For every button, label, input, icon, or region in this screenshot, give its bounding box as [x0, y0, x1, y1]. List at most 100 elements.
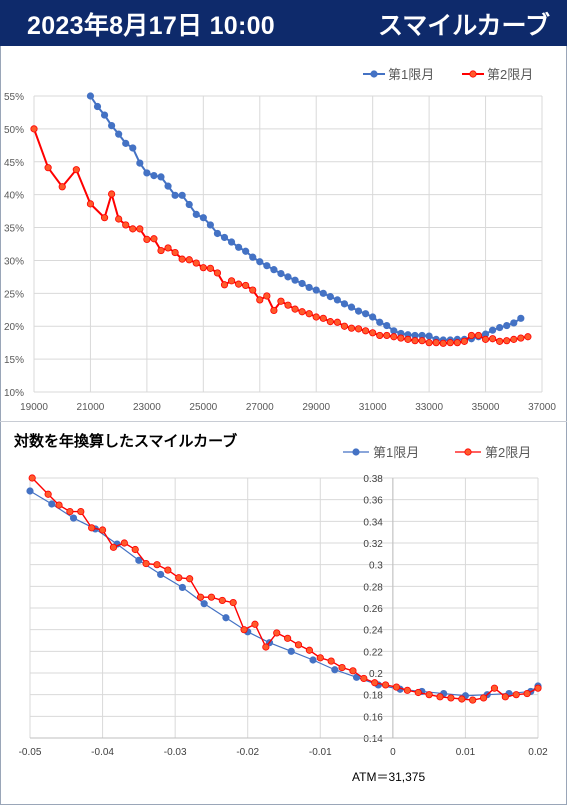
series-1-point [213, 229, 222, 238]
series-2-point [192, 259, 200, 267]
series-2-point [109, 543, 118, 551]
series-2-point [218, 596, 226, 605]
series-2-point [207, 593, 216, 601]
y-tick-label: 55% [4, 92, 24, 103]
series-2-point [418, 337, 426, 345]
log-chart-title: 対数を年換算したスマイルカーブ [14, 433, 238, 450]
series-2-point [534, 684, 542, 692]
series-1-point [503, 321, 511, 330]
series-1-point [69, 514, 78, 522]
series-2-point [481, 335, 490, 343]
series-1-point [298, 279, 306, 288]
series-2-point [414, 688, 422, 697]
series-2-point [175, 574, 183, 582]
series-2-point [131, 545, 139, 554]
y-tick-label: 0.3 [369, 561, 383, 572]
series-1-point [178, 583, 186, 592]
series-2-point [467, 331, 476, 340]
series-1-point [93, 102, 102, 111]
series-2-point [115, 215, 123, 223]
series-2-point [98, 526, 107, 534]
series-1-point [206, 221, 214, 229]
series-2-point [381, 681, 390, 689]
series-1-point [489, 326, 497, 334]
series-2-point [458, 695, 466, 703]
series-2-point [360, 674, 368, 683]
series-2-point [100, 214, 109, 222]
smile-curve-chart: 10% 15% 20% 25% 30% 35% 40% 45% 50% 55% 19000 21000… [4, 67, 556, 413]
series-1-point [291, 276, 299, 284]
series-line-2 [33, 128, 529, 345]
x-tick-label: 25000 [189, 402, 217, 413]
series-2-point [153, 561, 161, 569]
legend-label-2: 第2限月 [487, 67, 533, 82]
series-2-point [354, 325, 363, 333]
series-2-point [460, 337, 468, 345]
series-1-point [309, 656, 317, 664]
series-1-point [129, 144, 137, 152]
series-2-point [44, 164, 52, 172]
atm-annotation: ATM＝31,375 [352, 770, 426, 784]
series-2-point [164, 566, 172, 574]
series-1-point [100, 111, 109, 119]
series-1-point [178, 191, 186, 199]
log-smile-curve-chart: 0.14 0.16 0.18 0.2 0.22 0.24 0.26 0.28 0.3 0.32 0.… [19, 445, 549, 758]
series-2-point [66, 507, 74, 516]
series-2-point [185, 256, 193, 264]
y-tick-label: 0.2 [369, 669, 383, 680]
x-tick-label: -0.03 [164, 747, 187, 758]
series-2-point [122, 221, 130, 229]
y-tick-label: 0.22 [363, 647, 383, 658]
y-tick-label: 40% [4, 191, 24, 202]
series-2-point [425, 339, 433, 347]
series-1-point [249, 253, 257, 261]
section-divider [0, 421, 567, 422]
series-2-point [206, 264, 214, 272]
series-2-point [129, 225, 137, 233]
series-1-point [287, 647, 295, 655]
series-2-point [273, 629, 281, 637]
series-2-point [326, 318, 334, 326]
series-1-point [171, 191, 179, 199]
series-1-point [122, 139, 130, 147]
header-date: 2023年8月17日 10:00 [27, 12, 276, 40]
series-1-point [157, 173, 165, 181]
series-2-point [242, 281, 250, 290]
x-tick-label: -0.02 [236, 747, 259, 758]
series-1-point [369, 313, 377, 321]
series-2-point [390, 333, 398, 341]
series-2-point [263, 292, 271, 300]
series-1-point [263, 262, 271, 270]
series-2-point [235, 280, 243, 288]
series-2-point [439, 339, 447, 347]
series-1-point [284, 273, 292, 281]
series-2-point [340, 322, 349, 330]
series-1-point [150, 171, 158, 180]
series-1-point [496, 323, 504, 332]
series-2-point [327, 657, 335, 665]
series-1-point [256, 258, 264, 266]
series-2-point [298, 308, 306, 316]
x-tick-label: 0 [390, 747, 396, 758]
series-1-point [390, 327, 398, 335]
series-2-point [432, 339, 440, 347]
y-tick-label: 0.32 [363, 539, 383, 550]
series-2-point [220, 281, 229, 289]
y-tick-label: 50% [4, 125, 24, 136]
series-2-point [291, 305, 299, 313]
series-2-point [510, 335, 518, 343]
x-tick-label: 33000 [415, 402, 443, 413]
series-2-point [86, 200, 95, 208]
y-tick-label: 15% [4, 355, 24, 366]
legend-label-2: 第2限月 [485, 445, 531, 460]
series-2-point [251, 620, 259, 628]
series-1-point [347, 303, 356, 311]
series-1-point [135, 556, 143, 564]
series-line-1 [89, 95, 522, 342]
series-2-point [371, 679, 379, 687]
series-2-point [333, 318, 341, 326]
legend-marker-1 [370, 70, 378, 78]
series-2-point [312, 313, 320, 321]
series-2-point [305, 646, 313, 654]
x-tick-label: -0.01 [309, 747, 332, 758]
